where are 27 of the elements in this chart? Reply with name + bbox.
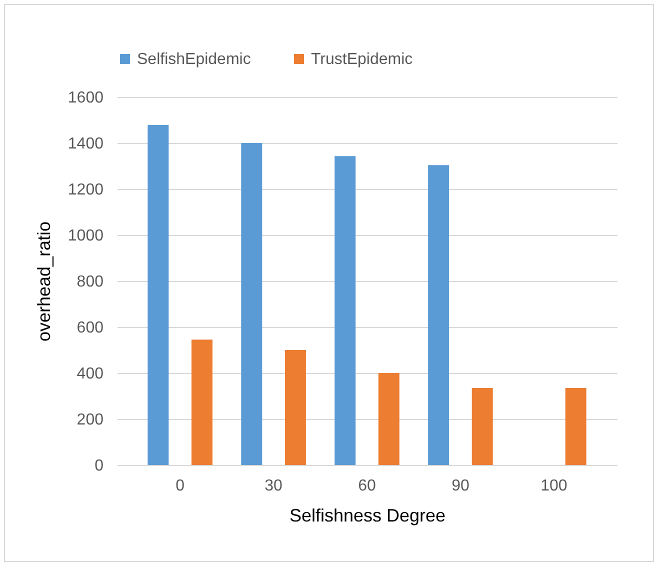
- bar: [472, 388, 493, 465]
- y-tick-label: 1600: [68, 90, 104, 106]
- bar: [284, 350, 306, 465]
- y-tick-label: 1200: [68, 182, 104, 198]
- x-tick-label: 0: [176, 478, 185, 494]
- bar: [565, 388, 586, 465]
- y-tick-label: 800: [76, 274, 104, 290]
- bar: [378, 373, 400, 465]
- x-axis-title: Selfishness Degree: [289, 506, 446, 526]
- y-tick-label: 400: [76, 366, 104, 382]
- bar: [428, 165, 450, 465]
- x-tick-label: 90: [452, 478, 470, 494]
- legend-label: SelfishEpidemic: [137, 51, 251, 68]
- bar: [191, 340, 212, 465]
- bar: [148, 125, 169, 465]
- y-tick-label: 1400: [68, 136, 104, 152]
- y-tick-label: 200: [76, 412, 104, 428]
- bar: [241, 143, 262, 465]
- y-axis-title: overhead_ratio: [34, 221, 54, 342]
- x-tick-label: 30: [264, 478, 283, 494]
- y-tick-label: 600: [76, 320, 104, 336]
- y-tick-label: 0: [94, 458, 104, 474]
- bar: [334, 156, 356, 465]
- x-tick-label: 60: [358, 478, 376, 494]
- y-tick-label: 1000: [68, 228, 104, 244]
- x-tick-label: 100: [540, 478, 568, 494]
- legend-label: TrustEpidemic: [311, 51, 413, 68]
